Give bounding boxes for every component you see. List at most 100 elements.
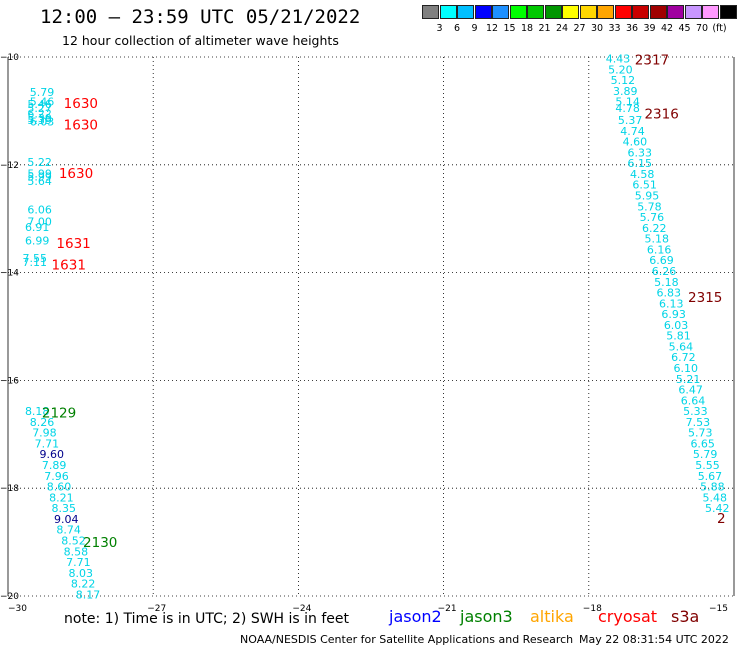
- color-scale-label: 18: [520, 23, 534, 34]
- satellite-legend-altika: altika: [530, 607, 574, 626]
- x-axis-tick-label: −24: [292, 604, 311, 614]
- wave-height-reading: 6.69: [649, 254, 674, 267]
- color-scale-swatch: [597, 5, 614, 19]
- y-axis-tick-label: −20: [0, 592, 19, 602]
- color-scale-swatch: [649, 5, 667, 19]
- color-scale-label: 39: [643, 23, 656, 34]
- color-scale-swatch: [667, 5, 684, 19]
- pass-time-label: 2315: [688, 290, 722, 306]
- wave-height-reading: 6.16: [647, 243, 672, 256]
- wave-height-reading: 5.79: [30, 86, 54, 99]
- wave-height-reading: 5.22: [27, 156, 52, 169]
- color-scale-swatch: [702, 5, 719, 19]
- wave-height-readings: 5.795.465.465.276.225.395.396.035.225.99…: [23, 53, 730, 602]
- wave-height-reading: 6.06: [27, 204, 52, 217]
- pass-time-label: 1631: [56, 236, 90, 252]
- wave-height-reading: 3.89: [613, 85, 638, 98]
- wave-height-reading: 6.51: [632, 179, 657, 192]
- wave-height-reading: 5.27: [27, 102, 52, 115]
- color-scale-label: 30: [590, 23, 604, 34]
- wave-height-reading: 5.55: [695, 459, 720, 472]
- color-scale-swatch: [457, 5, 474, 19]
- color-scale-label: 33: [608, 23, 621, 34]
- y-axis-tick-label: −12: [0, 161, 19, 171]
- y-axis-tick-label: −14: [0, 269, 19, 279]
- wave-height-reading: 6.64: [681, 394, 706, 407]
- wave-height-reading: 7.71: [66, 556, 91, 569]
- wave-height-reading: 8.18: [25, 405, 50, 418]
- wave-height-reading: 5.76: [640, 211, 665, 224]
- wave-height-reading: 5.46: [27, 98, 52, 111]
- generated-timestamp: May 22 08:31:54 UTC 2022: [579, 633, 729, 646]
- credit-text: NOAA/NESDIS Center for Satellite Applica…: [240, 633, 574, 646]
- wave-height-reading: 5.88: [700, 481, 725, 494]
- wave-height-reading: 5.12: [611, 74, 636, 87]
- color-scale-label: 27: [573, 23, 586, 34]
- wave-height-reading: 8.21: [49, 491, 74, 504]
- color-scale-label: 6: [453, 23, 461, 34]
- wave-height-reading: 5.14: [615, 96, 640, 109]
- x-axis-tick-label: −21: [438, 604, 457, 614]
- wave-height-reading: 7.98: [32, 427, 57, 440]
- wave-height-reading: 5.67: [698, 470, 723, 483]
- wave-height-reading: 5.42: [705, 502, 730, 515]
- wave-height-reading: 5.46: [30, 96, 54, 109]
- x-axis-tick-label: −18: [583, 604, 602, 614]
- wave-height-reading: 6.72: [671, 351, 696, 364]
- wave-height-reading: 8.17: [76, 588, 101, 601]
- wave-height-reading: 5.95: [635, 190, 660, 203]
- color-scale-swatch: [614, 5, 632, 19]
- wave-height-reading: 8.03: [69, 567, 94, 580]
- color-scale-label: 45: [678, 23, 691, 34]
- wave-height-reading: 5.37: [618, 114, 643, 127]
- wave-height-reading: 6.91: [25, 221, 50, 234]
- color-scale-label: 24: [555, 23, 569, 34]
- x-axis-tick-label: −15: [709, 604, 728, 614]
- wave-height-reading: 7.89: [42, 459, 67, 472]
- wave-height-reading: 6.13: [659, 297, 684, 310]
- wave-height-reading: 8.60: [47, 481, 72, 494]
- wave-height-reading: 5.81: [666, 330, 691, 343]
- pass-time-label: 2317: [635, 53, 669, 69]
- wave-height-reading: 9.04: [54, 513, 78, 526]
- x-axis-tick-label: −27: [147, 604, 166, 614]
- color-scale-swatch: [527, 5, 544, 19]
- wave-height-reading: 5.64: [669, 340, 694, 353]
- page-subtitle: 12 hour collection of altimeter wave hei…: [62, 33, 339, 48]
- x-axis-tick-label: −30: [8, 604, 27, 614]
- color-scale-label: (ft): [712, 23, 727, 34]
- satellite-legend-jason2: jason2: [389, 607, 442, 626]
- wave-height-reading: 5.99: [27, 167, 52, 180]
- color-scale-label: 15: [503, 23, 516, 34]
- wave-height-reading: 7.96: [44, 470, 69, 483]
- wave-height-reading: 4.78: [615, 102, 640, 115]
- wave-height-reading: 5.48: [703, 491, 728, 504]
- color-scale-label: 42: [660, 23, 674, 34]
- wave-height-reading: 6.26: [652, 265, 677, 278]
- wave-height-reading: 4.60: [623, 136, 648, 149]
- wave-height-reading: 5.18: [644, 233, 669, 246]
- color-scale-swatch: [562, 5, 579, 19]
- wave-height-reading: 6.83: [657, 287, 682, 300]
- wave-height-reading: 8.58: [64, 545, 89, 558]
- pass-time-label: 1630: [59, 166, 93, 182]
- y-axis-tick-label: −10: [0, 53, 19, 63]
- wave-height-reading: 5.21: [676, 373, 701, 386]
- color-scale-label: 70: [695, 23, 709, 34]
- y-axis-tick-label: −18: [0, 484, 19, 494]
- wave-height-reading: 6.33: [628, 146, 653, 159]
- color-scale-label: 9: [471, 23, 478, 34]
- wave-height-reading: 5.73: [688, 427, 713, 440]
- wave-height-reading: 4.74: [620, 125, 645, 138]
- pass-time-label: 1630: [64, 117, 98, 133]
- satellite-legend-jason3: jason3: [460, 607, 513, 626]
- pass-time-label: 1630: [64, 96, 98, 112]
- grid-lines: [7, 56, 735, 597]
- pass-time-label: 2: [717, 511, 726, 527]
- wave-height-reading: 5.39: [27, 114, 52, 127]
- color-scale-swatch: [422, 5, 439, 19]
- wave-height-reading: 8.35: [52, 502, 76, 515]
- color-scale-swatch: [544, 5, 562, 19]
- wave-height-reading: 5.33: [683, 405, 708, 418]
